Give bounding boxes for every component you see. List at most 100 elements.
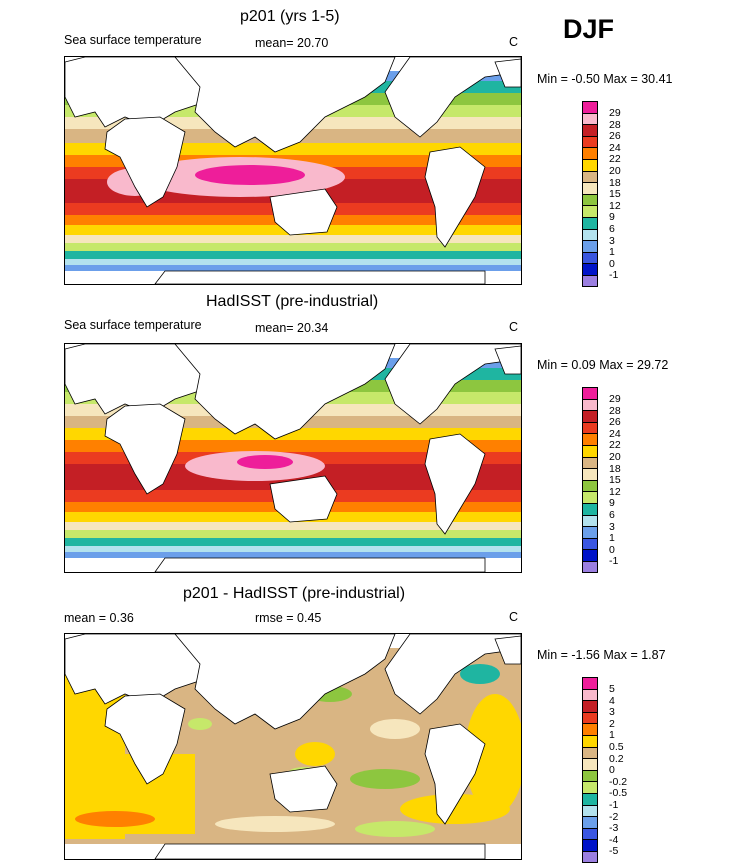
panel-title-model: p201 (yrs 1-5)	[240, 8, 340, 25]
colorbar-swatch	[582, 251, 598, 264]
colorbar-swatch	[582, 502, 598, 515]
panel-title-obs: HadISST (pre-industrial)	[206, 293, 379, 310]
colorbar-swatch	[582, 228, 598, 241]
colorbar-swatch	[582, 205, 598, 217]
colorbar-swatch	[582, 816, 598, 828]
sst-diff-map	[64, 633, 522, 860]
colorbar-swatch	[582, 456, 598, 469]
colorbar-tick-label: 3	[609, 521, 615, 533]
colorbar-swatch	[582, 158, 598, 171]
colorbar-tick-label: 15	[609, 474, 621, 486]
panel-title-diff: p201 - HadISST (pre-industrial)	[183, 585, 406, 602]
colorbar-tick-label: 18	[609, 463, 621, 475]
colorbar-tick-label: 6	[609, 509, 615, 521]
colorbar-tick-label: 28	[609, 405, 621, 417]
colorbar-swatch	[582, 839, 598, 851]
minmax-label-diff: Min = -1.56 Max = 1.87	[537, 648, 666, 662]
colorbar-tick-label: 24	[609, 142, 621, 154]
colorbar-tick-label: 24	[609, 428, 621, 440]
colorbar-swatch	[582, 711, 598, 724]
colorbar-tick-label: 0.2	[609, 753, 624, 765]
minmax-label-obs: Min = 0.09 Max = 29.72	[537, 358, 669, 372]
season-label: DJF	[563, 14, 615, 44]
colorbar-tick-label: 1	[609, 729, 615, 741]
colorbar-swatch	[582, 734, 598, 747]
rmse-label-diff: rmse = 0.45	[255, 611, 322, 625]
colorbar-tick-label: -1	[609, 269, 619, 281]
colorbar-swatch	[582, 781, 598, 793]
colorbar-tick-label: 20	[609, 165, 621, 177]
colorbar-swatch	[582, 688, 598, 701]
mean-label-obs: mean= 20.34	[255, 321, 329, 335]
colorbar-tick-label: -0.2	[609, 776, 628, 788]
colorbar-tick-label: 0	[609, 258, 615, 270]
colorbar-swatch	[582, 101, 598, 113]
colorbar-swatch	[582, 700, 598, 712]
colorbar-diff	[582, 677, 598, 863]
sst-map-model	[64, 56, 522, 285]
colorbar-swatch	[582, 124, 598, 136]
colorbar-tick-label: -0.5	[609, 787, 628, 799]
colorbar-tick-label: 0	[609, 544, 615, 556]
colorbar-tick-label: -1	[609, 799, 619, 811]
colorbar-tick-label: 4	[609, 695, 615, 707]
colorbar-swatch	[582, 444, 598, 457]
colorbar-tick-label: 18	[609, 177, 621, 189]
colorbar-swatch	[582, 827, 598, 840]
colorbar-tick-label: -4	[609, 834, 619, 846]
colorbar-swatch	[582, 135, 598, 148]
colorbar-swatch	[582, 182, 598, 194]
colorbar-swatch	[582, 147, 598, 159]
colorbar-tick-label: -1	[609, 555, 619, 567]
colorbar-swatch	[582, 850, 598, 863]
colorbar-swatch	[582, 398, 598, 411]
colorbar-swatch	[582, 537, 598, 550]
colorbar-tick-label: 26	[609, 416, 621, 428]
colorbar-swatch	[582, 758, 598, 770]
colorbar-swatch	[582, 677, 598, 689]
colorbar-tick-label: 15	[609, 188, 621, 200]
colorbar-tick-label: 0	[609, 764, 615, 776]
colorbar-tick-label: 1	[609, 246, 615, 258]
variable-label-obs: Sea surface temperature	[64, 318, 202, 332]
colorbar-swatch	[582, 723, 598, 735]
colorbar-tick-label: 3	[609, 706, 615, 718]
colorbar-swatch	[582, 216, 598, 229]
unit-label-diff: C	[509, 610, 519, 624]
colorbar-tick-label: 29	[609, 393, 621, 405]
colorbar-tick-label: 6	[609, 223, 615, 235]
minmax-label-model: Min = -0.50 Max = 30.41	[537, 72, 673, 86]
unit-label-obs: C	[509, 320, 519, 334]
colorbar-swatch	[582, 526, 598, 538]
colorbar-swatch	[582, 549, 598, 561]
colorbar-swatch	[582, 491, 598, 503]
colorbar-swatch	[582, 170, 598, 183]
colorbar-model	[582, 101, 598, 287]
colorbar-tick-label: 22	[609, 439, 621, 451]
colorbar-tick-label: 2	[609, 718, 615, 730]
colorbar-swatch	[582, 468, 598, 480]
colorbar-swatch	[582, 240, 598, 252]
colorbar-tick-label: 0.5	[609, 741, 624, 753]
mean-label-diff: mean = 0.36	[64, 611, 134, 625]
colorbar-tick-label: 9	[609, 497, 615, 509]
colorbar-tick-label: 29	[609, 107, 621, 119]
sst-map-obs	[64, 343, 522, 573]
colorbar-tick-label: 12	[609, 486, 621, 498]
colorbar-swatch	[582, 804, 598, 817]
colorbar-tick-label: 12	[609, 200, 621, 212]
colorbar-tick-label: 1	[609, 532, 615, 544]
colorbar-tick-label: -2	[609, 811, 619, 823]
colorbar-tick-label: 20	[609, 451, 621, 463]
colorbar-swatch	[582, 193, 598, 206]
colorbar-tick-label: 28	[609, 119, 621, 131]
colorbar-swatch	[582, 410, 598, 422]
colorbar-swatch	[582, 387, 598, 399]
colorbar-tick-label: 3	[609, 235, 615, 247]
colorbar-tick-label: 5	[609, 683, 615, 695]
colorbar-tick-label: -3	[609, 822, 619, 834]
colorbar-swatch	[582, 433, 598, 445]
colorbar-swatch	[582, 112, 598, 125]
colorbar-swatch	[582, 514, 598, 527]
colorbar-swatch	[582, 263, 598, 275]
